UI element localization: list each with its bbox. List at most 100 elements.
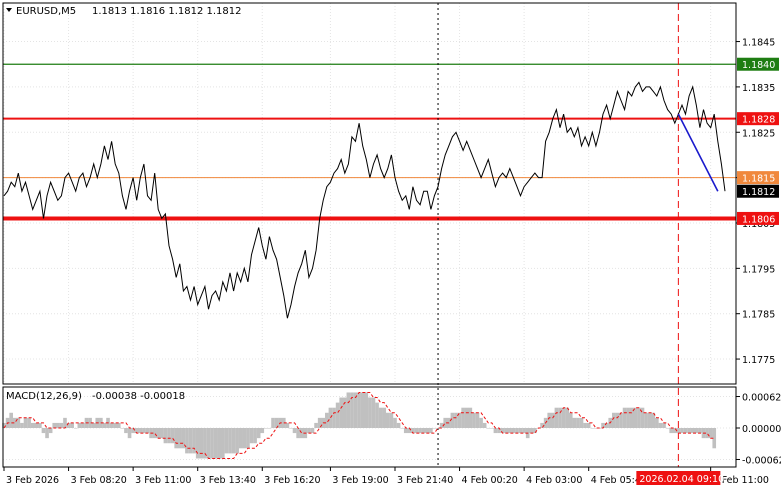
macd-histogram-bar	[633, 407, 638, 428]
macd-histogram-bar	[77, 422, 82, 428]
macd-histogram-bar	[116, 422, 121, 428]
macd-histogram-bar	[267, 428, 272, 429]
macd-histogram-bar	[662, 422, 666, 428]
macd-histogram-bar	[317, 417, 322, 428]
macd-histogram-bar	[461, 407, 465, 428]
macd-histogram-bar	[231, 428, 236, 454]
time-tick-label: 3 Feb 2026	[6, 475, 59, 486]
blue-trend-line[interactable]	[677, 113, 719, 192]
time-tick-label: 3 Feb 21:40	[397, 475, 453, 486]
macd-histogram-bar	[683, 428, 688, 434]
macd-histogram-bar	[73, 428, 78, 429]
macd-histogram-bar	[672, 428, 677, 434]
macd-histogram-bar	[124, 428, 128, 434]
macd-histogram-bar	[421, 428, 426, 434]
cursor-time-tag: 2026.02.04 09:10	[636, 471, 724, 485]
macd-histogram-bar	[55, 422, 60, 428]
macd-histogram-bar	[375, 402, 379, 428]
macd-histogram-bar	[669, 428, 674, 434]
macd-histogram-bar	[253, 428, 257, 444]
macd-histogram-bar	[457, 412, 462, 428]
macd-histogram-bar	[705, 428, 709, 439]
macd-histogram-bar	[66, 422, 71, 428]
macd-histogram-bar	[694, 428, 699, 434]
macd-histogram-bar	[475, 412, 480, 428]
macd-histogram-bar	[199, 428, 204, 459]
macd-histogram-bar	[604, 422, 609, 428]
macd-histogram-bar	[504, 428, 509, 434]
price-level-tag	[737, 184, 779, 198]
macd-histogram-bar	[181, 428, 186, 449]
macd-histogram-bar	[450, 412, 455, 428]
macd-histogram-bar	[249, 428, 254, 444]
macd-tick-label: 0.00000	[742, 424, 781, 435]
macd-histogram-bar	[680, 428, 684, 434]
macd-histogram-bar	[712, 428, 717, 449]
macd-histogram-bar	[658, 422, 663, 428]
macd-histogram-bar	[325, 412, 329, 428]
time-tick-label: 4 Feb 03:00	[526, 475, 582, 486]
macd-histogram-bar	[2, 422, 6, 428]
macd-histogram-bar	[328, 407, 333, 428]
macd-histogram-bar	[655, 417, 659, 428]
macd-histogram-bar	[547, 412, 552, 428]
macd-histogram-bar	[81, 422, 85, 428]
macd-histogram-bar	[260, 428, 265, 434]
macd-histogram-bar	[443, 417, 448, 428]
macd-histogram-bar	[676, 428, 681, 434]
macd-histogram-bar	[382, 407, 387, 428]
macd-histogram-bar	[131, 428, 135, 434]
macd-histogram-bar	[299, 428, 304, 439]
macd-histogram-bar	[429, 428, 433, 434]
macd-axis-labels: 0.00062 0.00000 -0.00062	[736, 393, 781, 466]
macd-histogram-bar	[403, 428, 408, 434]
macd-histogram-bar	[307, 428, 311, 434]
macd-label: MACD(12,26,9)	[6, 391, 82, 402]
price-level-tag	[737, 57, 779, 71]
time-tick-label: 4 Feb 11:00	[713, 475, 769, 486]
macd-histogram-bar	[364, 392, 369, 428]
macd-histogram-bar	[109, 422, 114, 428]
macd-histogram-bar	[558, 407, 562, 428]
macd-histogram-bar	[464, 407, 469, 428]
macd-histogram-bar	[52, 422, 57, 428]
macd-histogram-bar	[203, 428, 207, 459]
macd-histogram-bar	[371, 397, 376, 428]
macd-histogram-bar	[264, 428, 268, 429]
macd-histogram-bar	[479, 417, 483, 428]
macd-histogram-bar	[590, 428, 595, 429]
macd-histogram-bar	[533, 428, 537, 434]
macd-histogram-bar	[192, 428, 196, 454]
macd-histogram-bar	[515, 428, 519, 434]
macd-histogram-bar	[586, 422, 591, 428]
macd-histogram-bar	[418, 428, 422, 434]
macd-histogram-bar	[45, 428, 49, 439]
macd-histogram-bar	[228, 428, 232, 454]
macd-histogram-bar	[411, 428, 415, 434]
macd-histogram-bar	[16, 417, 21, 428]
macd-histogram-bar	[529, 428, 534, 434]
macd-histogram-bar	[640, 407, 645, 428]
cursor-time-box	[636, 471, 721, 485]
macd-histogram-bar	[48, 428, 53, 434]
macd-histogram-bar	[342, 397, 347, 428]
macd-histogram-bar	[637, 407, 641, 428]
price-level-label: 1.1812	[742, 187, 775, 198]
macd-histogram-bar	[9, 412, 13, 428]
macd-histogram-bar	[439, 422, 444, 428]
macd-histogram-bar	[134, 428, 139, 434]
macd-histogram-bar	[292, 428, 297, 434]
macd-histogram-bar	[242, 428, 247, 449]
macd-histogram-bar	[145, 428, 150, 434]
macd-histogram-bar	[160, 428, 164, 439]
macd-histogram-bar	[615, 412, 620, 428]
collapse-triangle-icon[interactable]	[6, 8, 12, 12]
macd-histogram-bar	[687, 428, 691, 434]
macd-histogram-bar	[152, 428, 157, 439]
macd-histogram-bar	[177, 428, 182, 449]
macd-histogram-bar	[551, 412, 555, 428]
macd-tick-label: -0.00062	[742, 455, 781, 466]
macd-histogram	[2, 392, 717, 459]
